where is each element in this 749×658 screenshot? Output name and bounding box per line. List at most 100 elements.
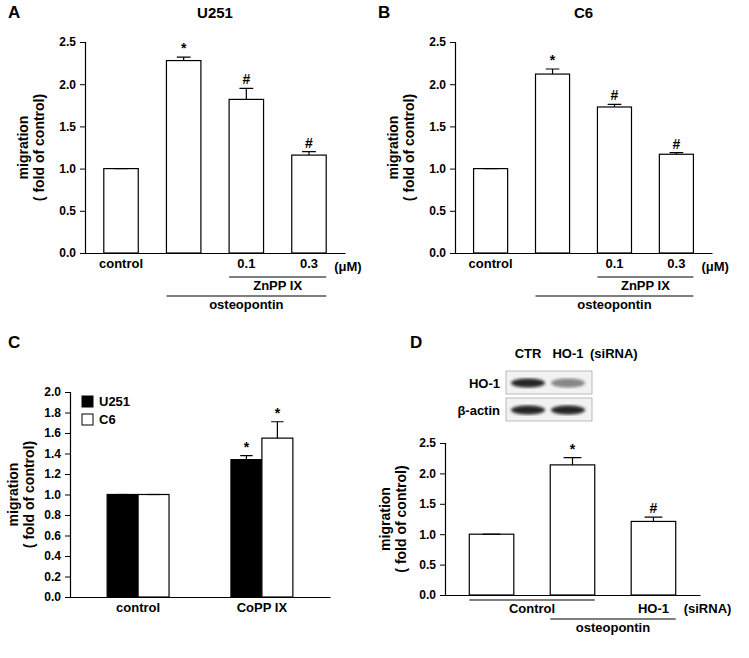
- x-tick-label: 0.1: [237, 256, 255, 271]
- y-tick-mark: [80, 42, 85, 43]
- y-tick: 0.0: [419, 588, 445, 602]
- x-tick: control: [469, 253, 513, 271]
- bar: [292, 155, 326, 253]
- y-tick: 0.0: [59, 246, 85, 260]
- y-tick-label: 0.0: [429, 246, 446, 260]
- y-tick: 0.5: [419, 558, 445, 572]
- y-axis-title: ( fold of control): [393, 465, 409, 572]
- unit-label: (μM): [334, 259, 361, 274]
- y-tick-mark: [65, 454, 70, 455]
- error-bar: [670, 153, 684, 155]
- y-tick: 2.0: [419, 467, 445, 481]
- y-axis: 0.00.51.01.52.02.5: [59, 35, 85, 260]
- y-tick-mark: [440, 565, 445, 566]
- y-tick-mark: [440, 595, 445, 596]
- y-tick-label: 1.0: [44, 488, 61, 502]
- y-tick-label: 1.4: [44, 447, 61, 461]
- y-tick: 0.5: [59, 204, 85, 218]
- bar: [659, 154, 693, 253]
- bar: [631, 521, 676, 595]
- error-bar: [116, 494, 128, 495]
- y-tick-label: 1.5: [59, 120, 76, 134]
- blot-strip: [506, 398, 592, 421]
- blot-band: [511, 379, 545, 388]
- bar: [166, 61, 200, 253]
- y-tick: 1.2: [44, 467, 70, 481]
- panel-letter: A: [8, 3, 20, 22]
- y-tick-label: 1.6: [44, 426, 61, 440]
- x-axis: control0.10.3: [456, 253, 713, 271]
- y-tick: 2.0: [59, 78, 85, 92]
- significance-mark: #: [305, 135, 313, 151]
- x-tick-label: CoPP IX: [237, 600, 288, 615]
- y-tick-mark: [80, 84, 85, 85]
- y-tick-label: 0.6: [44, 529, 61, 543]
- y-tick: 1.5: [429, 120, 455, 134]
- significance-mark: #: [672, 136, 680, 152]
- significance-mark: *: [550, 52, 556, 68]
- y-tick: 0.0: [429, 246, 455, 260]
- blot-column-label: CTR: [515, 346, 542, 361]
- y-tick-mark: [440, 534, 445, 535]
- x-tick-label: control: [99, 256, 143, 271]
- significance-mark: #: [650, 500, 658, 516]
- y-tick: 1.4: [44, 447, 70, 461]
- y-tick-mark: [450, 211, 455, 212]
- figure-svg: AU251*##0.00.51.01.52.02.5control0.10.3m…: [0, 0, 749, 658]
- x-tick-label: 0.3: [667, 256, 685, 271]
- legend-entry: U251: [82, 394, 130, 409]
- y-tick-mark: [65, 474, 70, 475]
- bar: [231, 460, 262, 597]
- x-axis: [446, 595, 701, 597]
- y-axis-line: [440, 444, 446, 596]
- unit-label: (siRNA): [684, 601, 732, 616]
- figure: AU251*##0.00.51.01.52.02.5control0.10.3m…: [0, 0, 749, 658]
- chart-title: C6: [574, 4, 593, 21]
- error-bar: [147, 494, 159, 495]
- y-tick-label: 1.5: [429, 120, 446, 134]
- y-axis-title: ( fold of control): [21, 441, 37, 548]
- y-tick: 1.5: [419, 497, 445, 511]
- group-label: ZnPP IX: [253, 278, 302, 293]
- y-tick-mark: [65, 433, 70, 434]
- y-tick-label: 1.5: [419, 497, 436, 511]
- y-tick: 1.8: [44, 406, 70, 420]
- panel-letter: C: [8, 333, 20, 352]
- y-tick-label: 0.5: [429, 204, 446, 218]
- bar: [550, 465, 595, 595]
- y-tick-mark: [80, 211, 85, 212]
- y-tick-mark: [80, 253, 85, 254]
- panel: AU251*##0.00.51.01.52.02.5control0.10.3m…: [8, 3, 362, 312]
- x-tick: 0.1: [237, 253, 255, 271]
- legend-label: C6: [99, 412, 116, 427]
- group-label: osteopontin: [576, 620, 650, 635]
- x-axis: controlCoPP IX: [71, 597, 331, 615]
- error-bar: [114, 168, 128, 169]
- plot-marks: [107, 422, 293, 597]
- y-axis-line: [65, 393, 71, 598]
- x-tick: 0.3: [667, 253, 685, 271]
- x-tick: control: [99, 253, 143, 271]
- error-bar: [608, 104, 622, 107]
- error-bar: [239, 88, 253, 99]
- group-label: osteopontin: [577, 297, 651, 312]
- bar: [107, 495, 138, 598]
- y-tick-label: 2.0: [419, 467, 436, 481]
- y-tick-label: 2.5: [419, 436, 436, 450]
- y-tick-label: 0.8: [44, 508, 61, 522]
- y-tick-mark: [450, 126, 455, 127]
- y-axis: 0.00.20.40.60.81.01.21.41.61.82.0: [44, 385, 70, 604]
- blot-band: [551, 406, 585, 415]
- blot-column-label: HO-1: [552, 346, 583, 361]
- y-axis: 0.00.51.01.52.02.5: [419, 436, 445, 602]
- y-tick-mark: [65, 392, 70, 393]
- panel: C**0.00.20.40.60.81.01.21.41.61.82.0cont…: [5, 333, 331, 615]
- legend-swatch: [82, 396, 93, 407]
- y-tick-mark: [450, 253, 455, 254]
- chart-title: U251: [197, 4, 233, 21]
- x-axis: control0.10.3: [86, 253, 346, 271]
- y-axis-title: migration: [5, 463, 21, 527]
- blot-row-label: β-actin: [457, 403, 500, 418]
- panel: BC6*##0.00.51.01.52.02.5control0.10.3mig…: [378, 3, 729, 312]
- legend: U251 C6: [82, 394, 130, 427]
